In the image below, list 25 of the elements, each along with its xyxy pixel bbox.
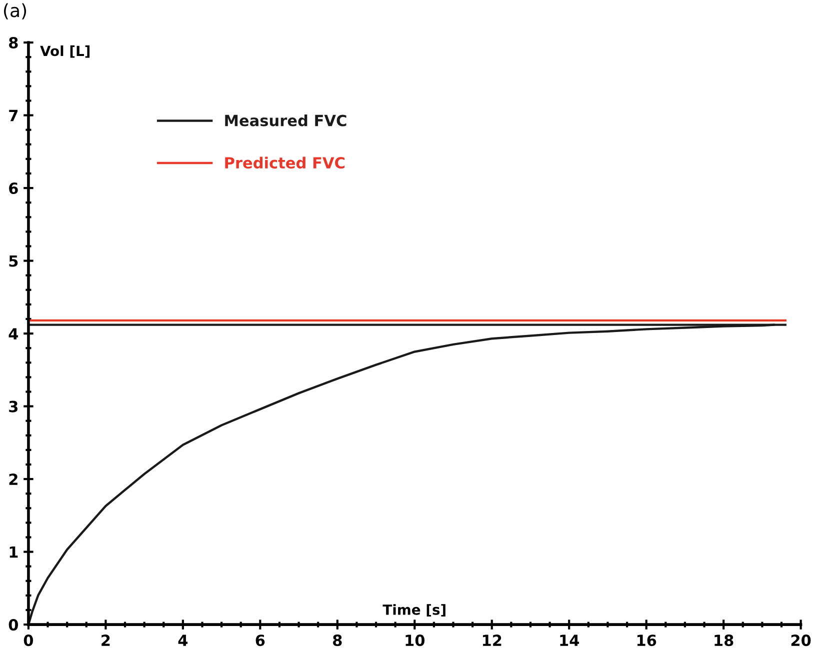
x-tick-label: 16 bbox=[637, 634, 656, 646]
x-tick-label: 6 bbox=[256, 634, 265, 646]
x-tick-label: 8 bbox=[333, 634, 342, 646]
y-tick-label: 8 bbox=[9, 36, 18, 49]
legend-label: Measured FVC bbox=[225, 114, 346, 126]
x-tick-label: 10 bbox=[406, 634, 425, 646]
y-tick-label: 1 bbox=[10, 546, 18, 558]
y-tick-label: 2 bbox=[9, 474, 18, 485]
y-axis-title: Vol [L] bbox=[40, 45, 90, 58]
x-tick-label: 4 bbox=[178, 634, 188, 646]
x-axis-title: Time [s] bbox=[382, 604, 446, 617]
x-tick-label: 18 bbox=[714, 634, 734, 646]
legend-label: Predicted FVC bbox=[225, 156, 344, 169]
y-tick-label: 4 bbox=[8, 328, 18, 340]
x-tick-label: 12 bbox=[482, 634, 502, 646]
y-tick-label: 7 bbox=[9, 110, 18, 122]
x-tick-label: 2 bbox=[102, 634, 110, 646]
chart-title: (a) bbox=[4, 3, 26, 20]
x-tick-label: 0 bbox=[24, 634, 34, 646]
x-tick-label: 20 bbox=[791, 634, 811, 646]
x-tick-label: 14 bbox=[560, 634, 580, 646]
y-tick-label: 0 bbox=[8, 619, 18, 631]
y-tick-label: 5 bbox=[9, 255, 18, 267]
y-tick-label: 6 bbox=[9, 182, 18, 194]
y-tick-label: 3 bbox=[9, 400, 18, 412]
